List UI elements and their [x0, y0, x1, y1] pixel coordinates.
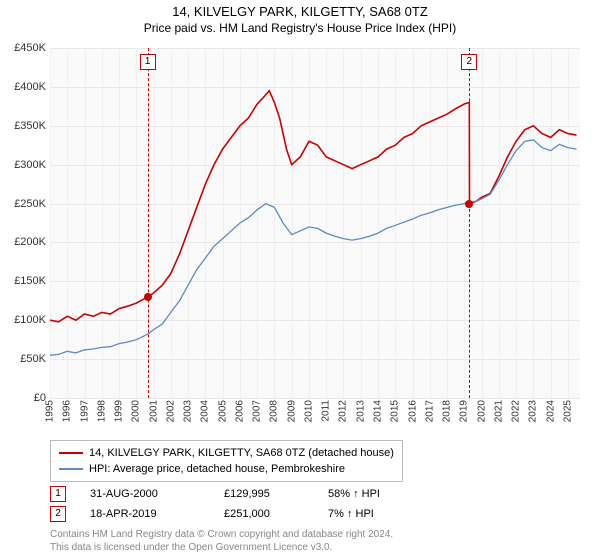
legend-item: 14, KILVELGY PARK, KILGETTY, SA68 0TZ (d… [59, 445, 394, 461]
y-axis-label: £50K [0, 353, 46, 365]
footer-line1: Contains HM Land Registry data © Crown c… [50, 528, 393, 541]
x-axis-label: 2022 [511, 400, 522, 422]
x-axis-label: 2012 [338, 400, 349, 422]
legend: 14, KILVELGY PARK, KILGETTY, SA68 0TZ (d… [50, 440, 403, 482]
x-axis-label: 2001 [148, 400, 159, 422]
event-price: £251,000 [224, 508, 304, 520]
x-axis-label: 2018 [442, 400, 453, 422]
event-number-box: 2 [50, 506, 66, 522]
y-axis-label: £450K [0, 42, 46, 54]
x-axis-label: 1995 [45, 400, 56, 422]
x-axis-label: 2021 [493, 400, 504, 422]
event-number-box: 1 [50, 486, 66, 502]
footer: Contains HM Land Registry data © Crown c… [50, 528, 393, 554]
gridline [50, 398, 580, 399]
y-axis-label: £300K [0, 159, 46, 171]
legend-item: HPI: Average price, detached house, Pemb… [59, 461, 394, 477]
legend-swatch [59, 452, 83, 454]
footer-line2: This data is licensed under the Open Gov… [50, 541, 393, 554]
x-axis-label: 2023 [528, 400, 539, 422]
x-axis-label: 1997 [79, 400, 90, 422]
y-axis-label: £250K [0, 198, 46, 210]
x-axis-label: 2015 [390, 400, 401, 422]
x-axis-label: 2003 [183, 400, 194, 422]
x-axis-label: 2020 [476, 400, 487, 422]
event-row: 1 31-AUG-2000 £129,995 58% ↑ HPI [50, 484, 418, 504]
chart-lines [50, 48, 580, 398]
x-axis-label: 2019 [459, 400, 470, 422]
y-axis-label: £200K [0, 236, 46, 248]
event-date: 31-AUG-2000 [90, 488, 200, 500]
event-pct: 58% ↑ HPI [328, 488, 418, 500]
y-axis-label: £150K [0, 275, 46, 287]
x-axis-label: 2024 [545, 400, 556, 422]
x-axis-label: 2002 [165, 400, 176, 422]
event-pct: 7% ↑ HPI [328, 508, 418, 520]
event-price: £129,995 [224, 488, 304, 500]
sale-marker [465, 200, 473, 208]
event-row: 2 18-APR-2019 £251,000 7% ↑ HPI [50, 504, 418, 524]
y-axis-label: £350K [0, 120, 46, 132]
series-property [50, 91, 577, 322]
x-axis-label: 2004 [200, 400, 211, 422]
x-axis-label: 2017 [424, 400, 435, 422]
title-address: 14, KILVELGY PARK, KILGETTY, SA68 0TZ [0, 4, 600, 19]
x-axis-label: 1999 [114, 400, 125, 422]
x-axis-label: 2006 [234, 400, 245, 422]
y-axis-label: £400K [0, 81, 46, 93]
x-axis-label: 1998 [96, 400, 107, 422]
x-axis-label: 2025 [562, 400, 573, 422]
x-axis-label: 2011 [321, 400, 332, 422]
x-axis-label: 2008 [269, 400, 280, 422]
series-hpi [50, 140, 577, 355]
x-axis-label: 2005 [217, 400, 228, 422]
legend-label: HPI: Average price, detached house, Pemb… [89, 461, 345, 477]
x-axis-label: 2013 [355, 400, 366, 422]
x-axis-label: 2010 [303, 400, 314, 422]
chart-area: 12 £0£50K£100K£150K£200K£250K£300K£350K£… [50, 48, 580, 398]
x-axis-label: 2007 [252, 400, 263, 422]
title-subtitle: Price paid vs. HM Land Registry's House … [0, 21, 600, 35]
title-block: 14, KILVELGY PARK, KILGETTY, SA68 0TZ Pr… [0, 0, 600, 35]
events-table: 1 31-AUG-2000 £129,995 58% ↑ HPI 2 18-AP… [50, 484, 418, 524]
x-axis-label: 2016 [407, 400, 418, 422]
x-axis-label: 2014 [373, 400, 384, 422]
y-axis-label: £0 [0, 392, 46, 404]
legend-swatch [59, 468, 83, 470]
x-axis-label: 2009 [286, 400, 297, 422]
x-axis-label: 1996 [62, 400, 73, 422]
legend-label: 14, KILVELGY PARK, KILGETTY, SA68 0TZ (d… [89, 445, 394, 461]
sale-marker [144, 293, 152, 301]
event-date: 18-APR-2019 [90, 508, 200, 520]
x-axis-label: 2000 [131, 400, 142, 422]
y-axis-label: £100K [0, 314, 46, 326]
chart-container: 14, KILVELGY PARK, KILGETTY, SA68 0TZ Pr… [0, 0, 600, 560]
